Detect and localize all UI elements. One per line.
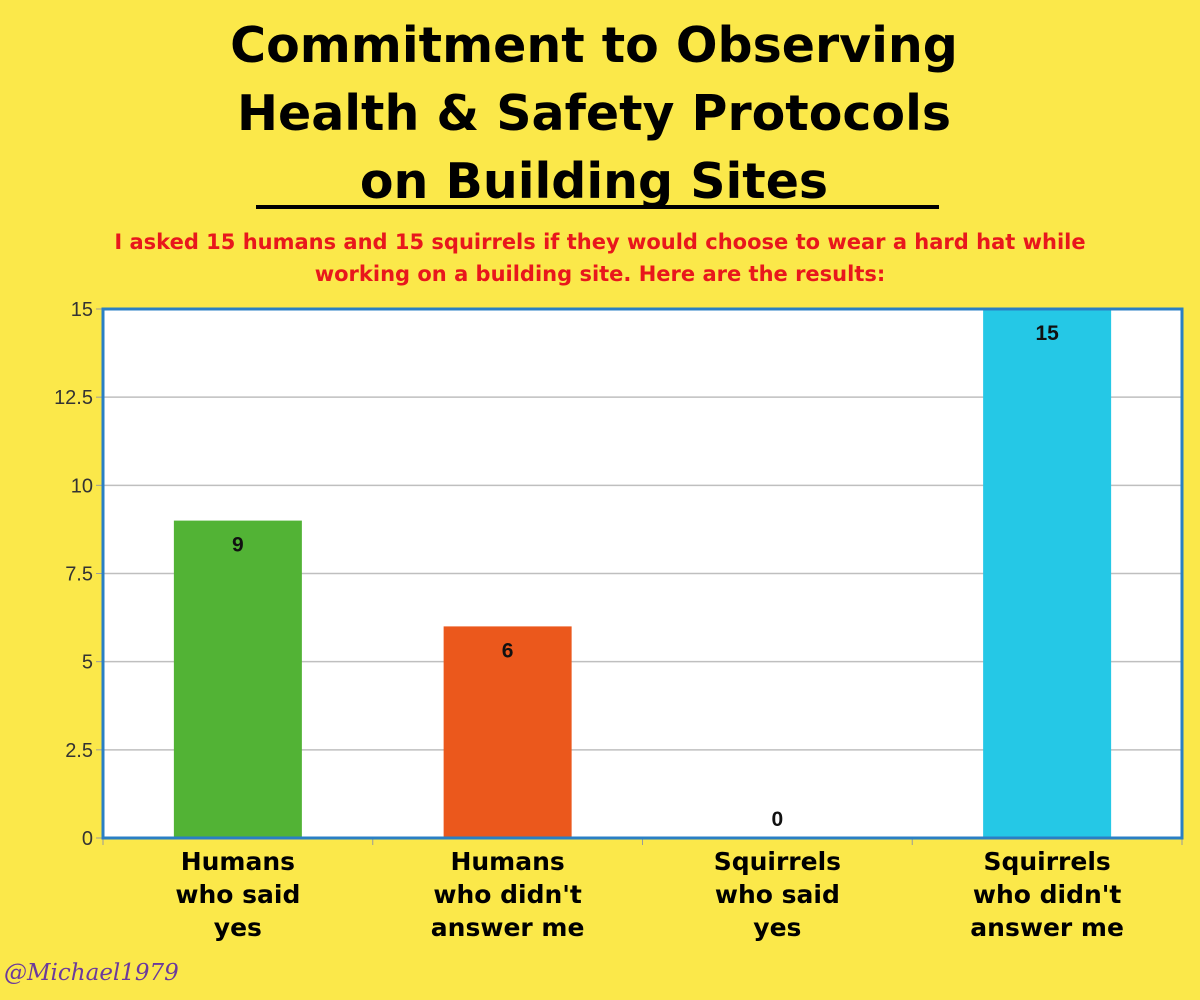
title-line: Health & Safety Protocols (236, 85, 952, 142)
x-tick-label: Humans who said yes (175, 847, 300, 942)
x-tick-label-line: who didn't (433, 880, 582, 909)
x-tick-label: Squirrels who didn't answer me (970, 847, 1124, 942)
subtitle-line: working on a building site. Here are the… (314, 262, 886, 286)
x-tick-label-line: who didn't (973, 880, 1122, 909)
x-tick-label-line: Humans (450, 847, 564, 876)
subtitle-line: I asked 15 humans and 15 squirrels if th… (114, 230, 1086, 254)
bar (443, 626, 572, 838)
y-tick-label: 12.5 (54, 387, 93, 409)
y-tick-label: 15 (71, 299, 93, 321)
y-tick-label: 10 (71, 475, 93, 497)
data-label: 9 (232, 534, 244, 557)
x-tick-label: Squirrels who said yes (714, 847, 841, 942)
bar (983, 309, 1112, 838)
x-tick-label-line: yes (214, 913, 262, 942)
chart-title: Commitment to Observing Health & Safety … (0, 12, 1188, 216)
y-tick-label: 7.5 (65, 564, 93, 586)
author-handle: @Michael1979 (4, 960, 179, 986)
data-label: 15 (1035, 322, 1059, 345)
x-tick-label-line: who said (715, 880, 840, 909)
y-tick-label: 0 (82, 828, 93, 850)
plot-border (101, 307, 1184, 840)
title-underline (256, 205, 939, 209)
x-tick-label-line: yes (753, 913, 801, 942)
x-tick-label-line: who said (175, 880, 300, 909)
title-line: on Building Sites (359, 153, 829, 210)
title-line: Commitment to Observing (230, 17, 958, 74)
x-tick-label-line: Squirrels (714, 847, 841, 876)
y-tick-label: 2.5 (65, 740, 93, 762)
x-tick-label: Humans who didn't answer me (431, 847, 585, 942)
data-label: 6 (502, 639, 514, 662)
x-tick-label-line: answer me (431, 913, 585, 942)
y-tick-label: 5 (82, 652, 93, 674)
bar (173, 520, 302, 838)
x-tick-label-line: answer me (970, 913, 1124, 942)
x-tick-label-line: Humans (181, 847, 295, 876)
data-label: 0 (772, 808, 784, 831)
x-tick-label-line: Squirrels (983, 847, 1110, 876)
chart-subtitle: I asked 15 humans and 15 squirrels if th… (0, 226, 1200, 290)
